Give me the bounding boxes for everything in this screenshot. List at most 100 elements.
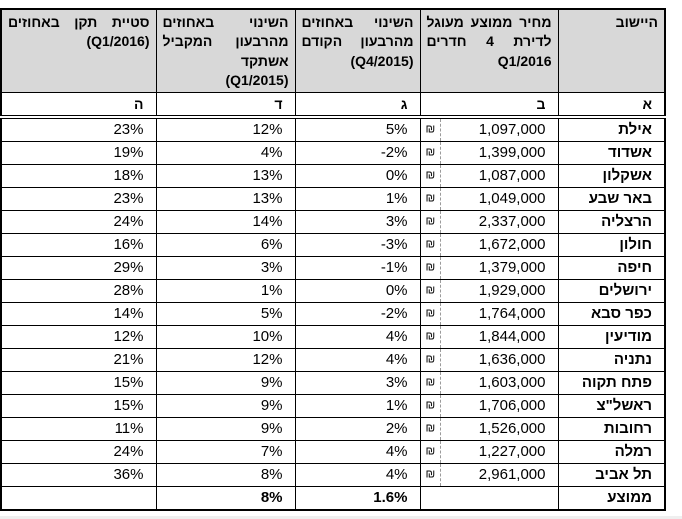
price-cell: ₪ 1,087,000	[419, 164, 559, 189]
price-value: 1,399,000	[478, 144, 546, 162]
city-name: חולון	[557, 233, 666, 258]
stdev-value: 19%	[0, 141, 157, 166]
yoy-change-value: 5%	[155, 302, 296, 327]
stdev-value: 28%	[0, 279, 157, 304]
qoq-change-value: 3%	[294, 210, 421, 235]
price-value: 1,087,000	[478, 167, 546, 185]
price-cell: ₪ 1,379,000	[419, 256, 559, 281]
shekel-currency-icon: ₪	[425, 261, 436, 274]
stdev-value: 15%	[0, 371, 157, 396]
average-stdev-cell-empty	[0, 486, 157, 511]
qoq-change-value: 5%	[294, 116, 421, 143]
shekel-currency-icon: ₪	[425, 330, 436, 343]
price-value: 1,636,000	[478, 351, 546, 369]
qoq-change-value: 4%	[294, 440, 421, 465]
price-cell: ₪ 1,636,000	[419, 348, 559, 373]
yoy-change-value: 4%	[155, 141, 296, 166]
price-cell: ₪ 1,227,000	[419, 440, 559, 465]
stdev-value: 23%	[0, 116, 157, 143]
shekel-currency-icon: ₪	[425, 215, 436, 228]
price-cell: ₪ 1,603,000	[419, 371, 559, 396]
table-row: פתח תקוה ₪ 1,603,000 3% 9% 15%	[0, 371, 666, 396]
shekel-currency-icon: ₪	[425, 284, 436, 297]
price-value: 1,929,000	[478, 282, 546, 300]
column-letter-c: ג	[294, 92, 421, 120]
yoy-change-value: 9%	[155, 417, 296, 442]
city-name: תל אביב	[557, 463, 666, 488]
qoq-change-value: 1%	[294, 187, 421, 212]
price-value: 1,379,000	[478, 259, 546, 277]
header-price: מחיר ממוצע מעוגל לדירת 4 חדרים Q1/2016	[419, 8, 559, 94]
shekel-currency-icon: ₪	[425, 307, 436, 320]
price-value: 1,097,000	[478, 121, 546, 139]
price-value: 1,672,000	[478, 236, 546, 254]
yoy-change-value: 8%	[155, 463, 296, 488]
yoy-change-value: 3%	[155, 256, 296, 281]
qoq-change-value: -2%	[294, 141, 421, 166]
qoq-change-value: 2%	[294, 417, 421, 442]
column-letter-b: ב	[419, 92, 559, 120]
price-cell: ₪ 1,706,000	[419, 394, 559, 419]
average-qoq-value: 1.6%	[294, 486, 421, 511]
table-row: תל אביב ₪ 2,961,000 4% 8% 36%	[0, 463, 666, 488]
qoq-change-value: -2%	[294, 302, 421, 327]
yoy-change-value: 7%	[155, 440, 296, 465]
city-name: ראשל"צ	[557, 394, 666, 419]
city-name: הרצליה	[557, 210, 666, 235]
shekel-currency-icon: ₪	[425, 353, 436, 366]
yoy-change-value: 13%	[155, 164, 296, 189]
qoq-change-value: 4%	[294, 463, 421, 488]
stdev-value: 29%	[0, 256, 157, 281]
table-row: ירושלים ₪ 1,929,000 0% 1% 28%	[0, 279, 666, 304]
header-stdev: סטיית תקן באחוזים (Q1/2016)	[0, 8, 157, 94]
shekel-currency-icon: ₪	[425, 445, 436, 458]
table-row: רמלה ₪ 1,227,000 4% 7% 24%	[0, 440, 666, 465]
price-value: 1,764,000	[478, 305, 546, 323]
city-name: אילת	[557, 116, 666, 143]
city-name: פתח תקוה	[557, 371, 666, 396]
average-row: ממוצע 1.6% 8%	[0, 486, 666, 511]
table-row: אשדוד ₪ 1,399,000 -2% 4% 19%	[0, 141, 666, 166]
table-row: רחובות ₪ 1,526,000 2% 9% 11%	[0, 417, 666, 442]
table-row: אשקלון ₪ 1,087,000 0% 13% 18%	[0, 164, 666, 189]
city-name: מודיעין	[557, 325, 666, 350]
table-row: חולון ₪ 1,672,000 -3% 6% 16%	[0, 233, 666, 258]
price-value: 1,227,000	[478, 443, 546, 461]
column-letter-e: ה	[0, 92, 157, 120]
stdev-value: 15%	[0, 394, 157, 419]
shekel-currency-icon: ₪	[425, 376, 436, 389]
stdev-value: 24%	[0, 440, 157, 465]
qoq-change-value: 0%	[294, 279, 421, 304]
price-cell: ₪ 2,337,000	[419, 210, 559, 235]
column-letter-a: א	[557, 92, 666, 120]
price-value: 1,603,000	[478, 374, 546, 392]
column-letter-d: ד	[155, 92, 296, 120]
qoq-change-value: 1%	[294, 394, 421, 419]
header-city: היישוב	[557, 8, 666, 94]
table-row: באר שבע ₪ 1,049,000 1% 13% 23%	[0, 187, 666, 212]
stdev-value: 14%	[0, 302, 157, 327]
yoy-change-value: 6%	[155, 233, 296, 258]
average-price-cell-empty	[419, 486, 559, 511]
price-value: 1,526,000	[478, 420, 546, 438]
shekel-currency-icon: ₪	[425, 123, 436, 136]
yoy-change-value: 12%	[155, 116, 296, 143]
shekel-currency-icon: ₪	[425, 146, 436, 159]
yoy-change-value: 9%	[155, 394, 296, 419]
city-name: אשקלון	[557, 164, 666, 189]
stdev-value: 21%	[0, 348, 157, 373]
stdev-value: 12%	[0, 325, 157, 350]
table-row: חיפה ₪ 1,379,000 -1% 3% 29%	[0, 256, 666, 281]
shekel-currency-icon: ₪	[425, 192, 436, 205]
price-value: 2,337,000	[478, 213, 546, 231]
city-name: כפר סבא	[557, 302, 666, 327]
shekel-currency-icon: ₪	[425, 399, 436, 412]
price-cell: ₪ 1,526,000	[419, 417, 559, 442]
price-cell: ₪ 1,844,000	[419, 325, 559, 350]
price-value: 2,961,000	[478, 466, 546, 484]
price-cell: ₪ 1,097,000	[419, 116, 559, 143]
yoy-change-value: 10%	[155, 325, 296, 350]
shekel-currency-icon: ₪	[425, 422, 436, 435]
shekel-currency-icon: ₪	[425, 238, 436, 251]
